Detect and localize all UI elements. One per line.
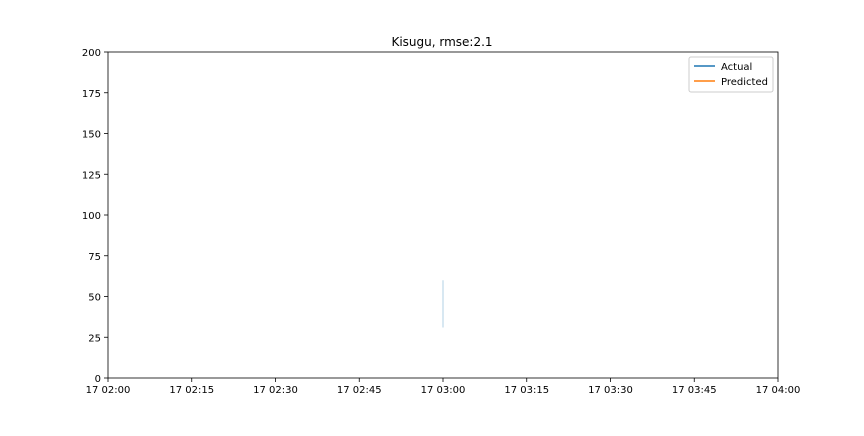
- x-tick-label: 17 02:30: [253, 385, 298, 396]
- x-tick-label: 17 03:00: [421, 385, 466, 396]
- y-tick-label: 0: [95, 374, 101, 385]
- legend: Actual Predicted: [688, 56, 774, 93]
- x-tick-label: 17 02:45: [337, 385, 382, 396]
- y-tick-label: 100: [82, 211, 101, 222]
- x-tick-label: 17 02:15: [169, 385, 214, 396]
- x-tick-label: 17 02:00: [86, 385, 131, 396]
- chart-title: Kisugu, rmse:2.1: [391, 35, 492, 49]
- y-tick-label: 175: [82, 89, 101, 100]
- y-tick-label: 25: [88, 333, 101, 344]
- y-tick-label: 75: [88, 252, 101, 263]
- y-tick-label: 50: [88, 293, 101, 304]
- legend-label-actual: Actual: [721, 62, 752, 73]
- x-tick-label: 17 03:45: [672, 385, 717, 396]
- plot-area: 0 25 50 75 100 125 150 175 200 17 02:00 17 02:15 17…: [82, 48, 800, 396]
- x-tick-label: 17 03:30: [588, 385, 633, 396]
- y-tick-label: 200: [82, 48, 101, 59]
- legend-label-predicted: Predicted: [721, 77, 768, 88]
- y-tick-label: 150: [82, 130, 101, 141]
- x-tick-label: 17 03:15: [504, 385, 549, 396]
- x-tick-label: 17 04:00: [756, 385, 801, 396]
- y-tick-label: 125: [82, 170, 101, 181]
